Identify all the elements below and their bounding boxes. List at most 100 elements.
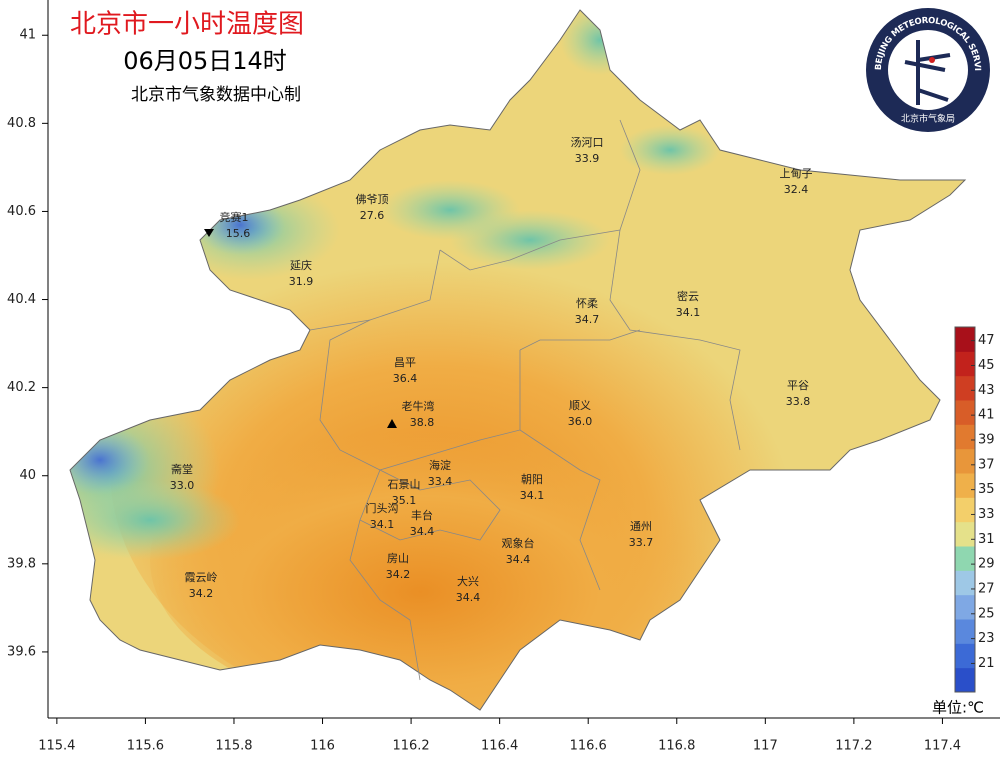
station-value: 34.1 <box>520 489 545 502</box>
station-name: 斋堂 <box>171 462 193 476</box>
station-value: 33.0 <box>170 479 195 492</box>
station-name: 密云 <box>677 289 699 303</box>
temperature-field <box>70 10 965 710</box>
colorbar-cell <box>955 327 975 352</box>
y-tick-label: 40.6 <box>7 204 36 219</box>
station-name: 老牛湾 <box>402 399 435 413</box>
x-tick-label: 117.2 <box>835 739 872 754</box>
colorbar-cell <box>955 375 975 401</box>
colorbar-label: 33 <box>978 507 995 522</box>
station-value: 34.2 <box>386 568 411 581</box>
colorbar-label: 29 <box>978 557 995 572</box>
colorbar-label: 41 <box>978 408 995 423</box>
colorbar-label: 37 <box>978 457 995 472</box>
colorbar-cell <box>955 448 975 474</box>
colorbar-label: 21 <box>978 656 995 671</box>
y-tick-label: 40.2 <box>7 380 36 395</box>
colorbar-cell <box>955 351 975 377</box>
colorbar-cell <box>955 521 975 547</box>
x-tick-label: 116.8 <box>658 739 695 754</box>
map-title: 北京市一小时温度图 <box>70 10 304 40</box>
station-name: 霞云岭 <box>185 570 218 584</box>
max-marker <box>387 419 397 428</box>
station-name: 石景山 <box>388 478 421 491</box>
station-name: 大兴 <box>457 574 479 588</box>
station-value: 27.6 <box>360 209 385 222</box>
x-tick-label: 115.6 <box>127 739 164 754</box>
x-tick-label: 116 <box>310 739 335 754</box>
station-name: 佛爷顶 <box>356 192 389 206</box>
x-tick-label: 116.6 <box>570 739 607 754</box>
colorbar-label: 35 <box>978 482 995 497</box>
colorbar-cell <box>955 594 975 620</box>
colorbar-label: 39 <box>978 432 995 447</box>
station-name: 怀柔 <box>576 297 598 310</box>
x-tick-label: 116.2 <box>392 739 429 754</box>
station-name: 上甸子 <box>780 167 813 180</box>
logo-chinese: 北京市气象局 <box>901 113 955 125</box>
colorbar-label: 47 <box>978 333 995 348</box>
station-name: 海淀 <box>429 458 451 472</box>
station-value: 33.8 <box>786 395 811 408</box>
district-borders <box>309 119 741 681</box>
station-name: 平谷 <box>787 379 809 392</box>
colorbar-cell <box>955 570 975 596</box>
min-marker <box>204 229 214 237</box>
station-value: 34.1 <box>370 518 395 531</box>
colorbar-cell <box>955 619 975 644</box>
map-time: 06月05日14时 <box>123 47 287 75</box>
map-source: 北京市气象数据中心制 <box>131 85 301 105</box>
colorbar-label: 45 <box>978 358 995 373</box>
y-tick-label: 40.8 <box>7 116 36 131</box>
station-value: 34.4 <box>456 591 481 604</box>
colorbar-label: 23 <box>978 631 995 646</box>
colorbar-cell <box>955 400 975 425</box>
station-value: 34.4 <box>506 553 531 566</box>
colorbar-cell <box>955 667 975 693</box>
colorbar-cell <box>955 643 975 669</box>
y-tick-label: 40.4 <box>7 292 36 307</box>
station-value: 33.9 <box>575 152 600 165</box>
colorbar-label: 43 <box>978 383 995 398</box>
y-tick-label: 39.6 <box>7 644 36 659</box>
station-value: 33.4 <box>428 475 453 488</box>
station-value: 15.6 <box>226 227 251 240</box>
colorbar-label: 27 <box>978 581 995 596</box>
station-value: 35.1 <box>392 494 417 507</box>
station-value: 36.0 <box>568 415 593 428</box>
station-value: 38.8 <box>410 416 435 429</box>
station-value: 36.4 <box>393 372 418 385</box>
station-name: 通州 <box>630 520 652 533</box>
unit-label: 单位:℃ <box>932 699 984 717</box>
x-tick-label: 115.8 <box>215 739 252 754</box>
station-value: 34.2 <box>189 587 214 600</box>
station-name: 门头沟 <box>366 501 399 515</box>
x-tick-label: 117 <box>753 739 778 754</box>
station-value: 34.4 <box>410 525 435 538</box>
colorbar-cell <box>955 546 975 571</box>
y-tick-label: 40 <box>19 468 36 483</box>
station-value: 33.7 <box>629 536 654 549</box>
colorbar-cell <box>955 497 975 523</box>
y-tick-label: 39.8 <box>7 556 36 571</box>
station-name: 丰台 <box>411 508 433 522</box>
station-name: 朝阳 <box>521 473 543 486</box>
y-tick-label: 41 <box>19 28 36 43</box>
station-name: 顺义 <box>569 399 591 412</box>
station-name: 观象台 <box>502 536 535 550</box>
station-name: 汤河口 <box>571 135 604 149</box>
x-tick-label: 116.4 <box>481 739 518 754</box>
colorbar-label: 31 <box>978 532 995 547</box>
colorbar-cell <box>955 424 975 450</box>
station-value: 32.4 <box>784 183 809 196</box>
x-tick-label: 117.4 <box>924 739 961 754</box>
station-name: 房山 <box>387 552 409 565</box>
station-name: 延庆 <box>290 258 312 272</box>
x-tick-label: 115.4 <box>38 739 75 754</box>
colorbar-cell <box>955 473 975 498</box>
station-name: 竞赛1 <box>220 210 249 224</box>
station-value: 31.9 <box>289 275 314 288</box>
colorbar-label: 25 <box>978 606 995 621</box>
station-value: 34.7 <box>575 313 600 326</box>
